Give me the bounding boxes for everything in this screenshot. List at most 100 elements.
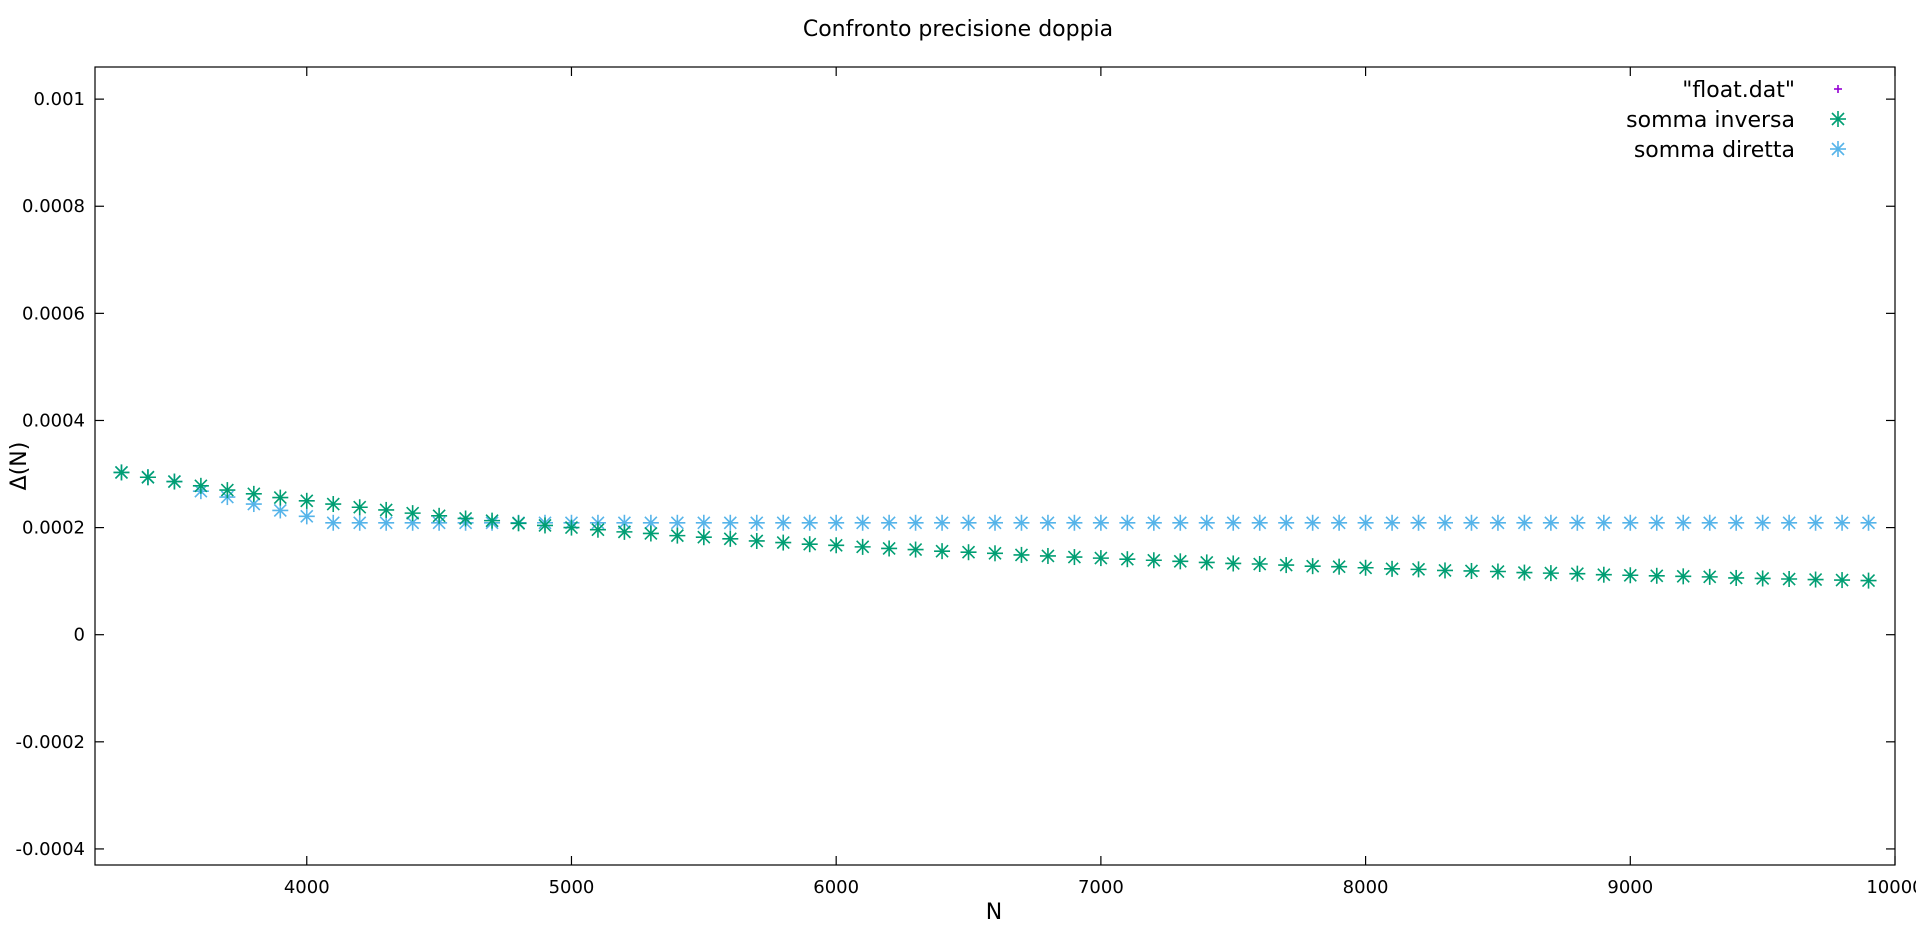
data-point xyxy=(1119,551,1136,568)
data-point xyxy=(669,527,686,544)
data-point xyxy=(775,514,792,531)
data-point xyxy=(1834,572,1851,589)
data-point xyxy=(1542,565,1559,582)
y-axis: -0.0004 -0.0002 0 0.0002 0.0004 0.0006 0.0008 0… xyxy=(16,89,1895,860)
legend-label: "float.dat" xyxy=(1682,78,1795,103)
data-point xyxy=(1437,514,1453,531)
data-point xyxy=(431,507,448,524)
data-point xyxy=(748,514,765,531)
data-point xyxy=(245,485,262,502)
data-point xyxy=(987,514,1003,531)
data-point xyxy=(510,515,527,532)
x-tick-label: 5000 xyxy=(549,877,595,898)
data-point xyxy=(1198,514,1215,531)
data-point xyxy=(775,534,792,551)
data-point xyxy=(1489,514,1506,531)
data-point xyxy=(1834,514,1851,531)
data-point xyxy=(881,514,898,531)
data-point xyxy=(1092,514,1109,531)
y-tick-label: 0.0004 xyxy=(22,410,85,431)
x-tick-label: 9000 xyxy=(1607,877,1653,898)
data-point xyxy=(1251,556,1268,573)
data-point xyxy=(1198,554,1215,571)
data-point xyxy=(166,473,183,490)
data-point xyxy=(1463,562,1480,579)
data-point xyxy=(1384,560,1401,577)
data-point xyxy=(1701,514,1718,531)
data-point xyxy=(298,492,315,509)
data-point xyxy=(1013,514,1030,531)
y-tick-label: 0.001 xyxy=(33,89,85,110)
data-point xyxy=(854,514,871,531)
data-point xyxy=(1701,568,1718,585)
data-point xyxy=(1066,549,1083,566)
data-point xyxy=(272,489,289,506)
data-point xyxy=(1039,547,1056,564)
data-point xyxy=(642,525,659,542)
legend-marker xyxy=(1834,85,1842,93)
data-point xyxy=(1410,561,1427,578)
data-point xyxy=(1384,514,1401,531)
data-points xyxy=(113,464,1877,589)
data-point xyxy=(1145,552,1162,569)
legend-marker xyxy=(1830,111,1846,127)
data-point xyxy=(219,482,236,499)
data-point xyxy=(1410,514,1427,531)
data-point xyxy=(828,514,845,531)
plot-area-border xyxy=(94,66,1896,866)
data-point xyxy=(1357,559,1374,576)
data-point xyxy=(987,545,1003,562)
y-tick-label: -0.0002 xyxy=(16,732,85,753)
data-point xyxy=(907,541,924,558)
data-point xyxy=(907,514,924,531)
data-point xyxy=(1463,514,1480,531)
data-point xyxy=(351,499,368,516)
data-point xyxy=(1251,514,1268,531)
data-point xyxy=(1728,569,1745,586)
chart-title: Confronto precisione doppia xyxy=(803,17,1113,42)
data-point xyxy=(457,510,474,527)
data-point xyxy=(351,514,368,531)
data-point xyxy=(1754,514,1771,531)
x-tick-label: 7000 xyxy=(1078,877,1124,898)
data-point xyxy=(1304,558,1321,575)
data-point xyxy=(1516,564,1533,581)
data-point xyxy=(1489,563,1506,580)
x-axis: 4000 5000 6000 7000 8000 9000 10000 xyxy=(284,67,1916,898)
data-point xyxy=(1437,562,1453,579)
x-tick-label: 10000 xyxy=(1866,877,1916,898)
data-point xyxy=(113,464,130,481)
data-point xyxy=(1172,514,1189,531)
data-point xyxy=(325,496,342,513)
data-point xyxy=(589,521,606,538)
data-point xyxy=(695,514,712,531)
data-point xyxy=(1225,514,1242,531)
data-point xyxy=(1622,567,1639,584)
data-point xyxy=(1595,566,1612,583)
data-point xyxy=(828,537,845,554)
data-point xyxy=(722,530,739,547)
data-point xyxy=(1304,514,1321,531)
data-point xyxy=(1039,514,1056,531)
data-point xyxy=(881,540,898,557)
data-point xyxy=(801,536,818,553)
data-point xyxy=(1622,514,1639,531)
data-point xyxy=(1331,514,1348,531)
data-point xyxy=(854,538,871,555)
data-point xyxy=(1569,565,1586,582)
data-point xyxy=(1754,570,1771,587)
y-tick-label: 0.0008 xyxy=(22,196,85,217)
data-point xyxy=(1278,557,1295,574)
data-point xyxy=(1807,514,1824,531)
data-point xyxy=(1648,514,1665,531)
data-point xyxy=(272,502,289,519)
x-tick-label: 8000 xyxy=(1343,877,1389,898)
y-tick-label: 0.0002 xyxy=(22,518,85,539)
data-point xyxy=(537,517,553,534)
data-point xyxy=(325,514,342,531)
data-point xyxy=(1569,514,1586,531)
data-point xyxy=(1781,571,1798,588)
y-tick-label: 0 xyxy=(74,625,85,646)
data-point xyxy=(695,529,712,546)
